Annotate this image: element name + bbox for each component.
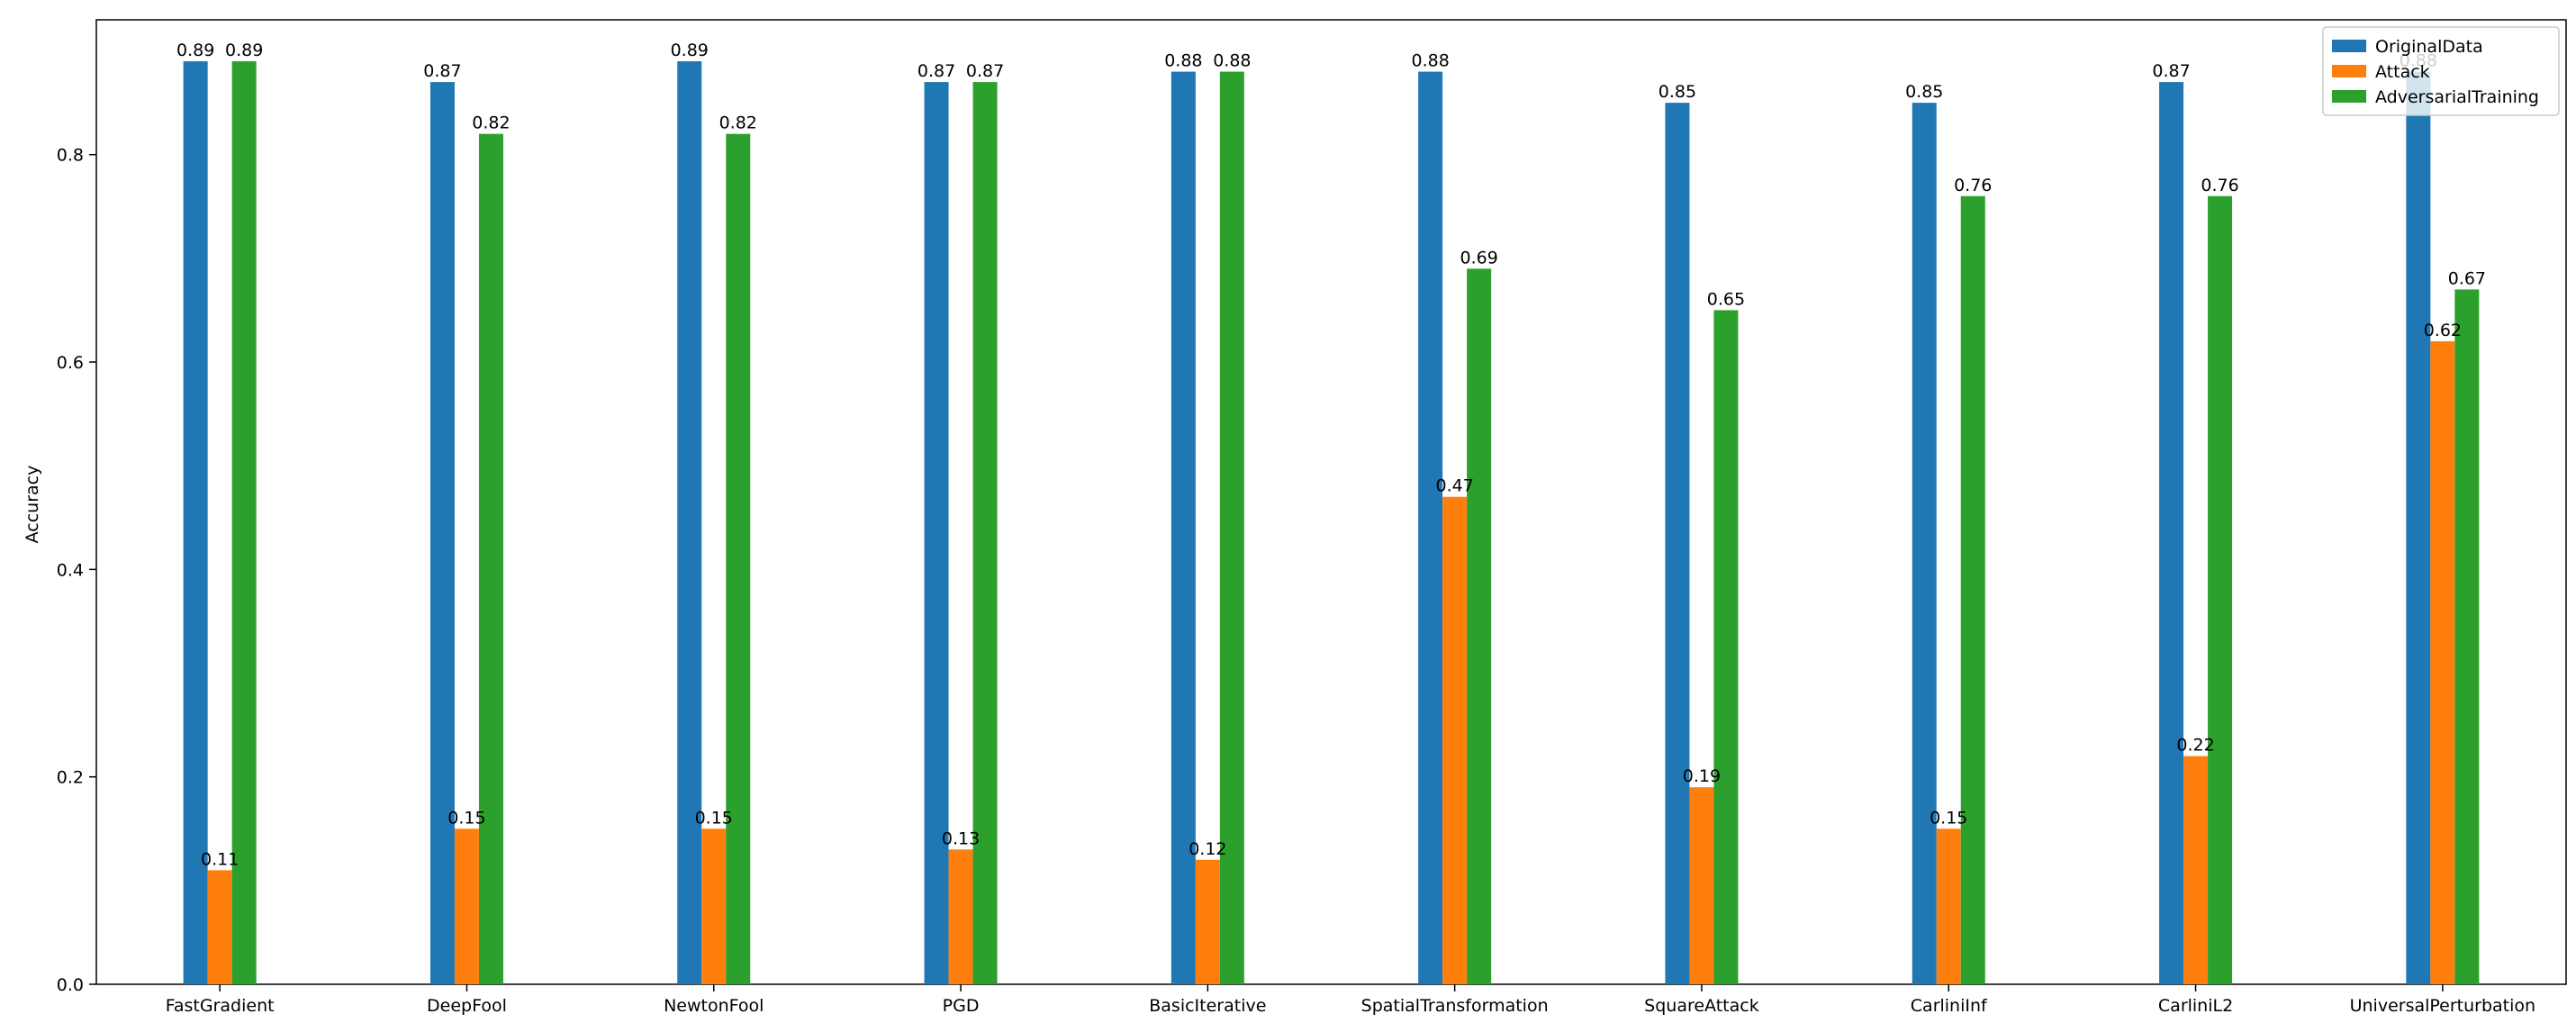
data-label-attack: 0.47 — [1435, 476, 1473, 496]
bar-originaldata-spatialtransformation — [1418, 71, 1443, 985]
legend-label-attack: Attack — [2375, 62, 2430, 82]
data-label-originaldata: 0.89 — [671, 41, 709, 60]
data-label-originaldata: 0.87 — [2152, 61, 2190, 81]
data-label-adversarialtraining: 0.89 — [225, 41, 263, 60]
data-label-attack: 0.12 — [1189, 839, 1226, 859]
legend-label-originaldata: OriginalData — [2375, 37, 2483, 57]
bar-originaldata-universalperturbation — [2406, 71, 2431, 985]
bar-originaldata-squareattack — [1665, 103, 1690, 985]
data-label-adversarialtraining: 0.88 — [1213, 51, 1251, 71]
y-tick-label: 0.2 — [57, 768, 84, 788]
x-tick-label: UniversalPerturbation — [2350, 996, 2535, 1016]
bar-adversarialtraining-universalperturbation — [2454, 289, 2480, 985]
data-label-attack: 0.22 — [2176, 736, 2214, 756]
bar-originaldata-carliniinf — [1912, 103, 1937, 985]
y-tick-label: 0.6 — [57, 353, 84, 373]
bar-originaldata-basiciterative — [1170, 71, 1196, 985]
plot-frame — [95, 19, 2567, 985]
bar-attack-spatialtransformation — [1442, 496, 1468, 984]
x-tick-label: CarliniInf — [1911, 996, 1988, 1016]
x-tick-label: CarliniL2 — [2158, 996, 2233, 1016]
data-label-attack: 0.19 — [1683, 766, 1721, 786]
x-tick-label: SpatialTransformation — [1361, 996, 1549, 1016]
bar-adversarialtraining-pgd — [972, 82, 998, 984]
data-label-originaldata: 0.87 — [423, 61, 461, 81]
data-label-adversarialtraining: 0.67 — [2448, 268, 2486, 288]
data-label-adversarialtraining: 0.76 — [2201, 176, 2238, 195]
bar-adversarialtraining-squareattack — [1713, 310, 1739, 984]
bar-adversarialtraining-spatialtransformation — [1467, 268, 1492, 984]
x-tick-label: SquareAttack — [1644, 996, 1759, 1016]
legend-box — [2322, 26, 2560, 116]
legend: OriginalData Attack AdversarialTraining — [2322, 26, 2560, 116]
bar-attack-pgd — [948, 849, 973, 984]
data-label-originaldata: 0.89 — [176, 41, 214, 60]
bar-attack-squareattack — [1689, 787, 1714, 984]
data-label-originaldata: 0.88 — [1164, 51, 1202, 71]
data-label-originaldata: 0.88 — [1411, 51, 1449, 71]
bars — [183, 61, 2480, 985]
bar-attack-carliniinf — [1936, 828, 1961, 984]
bar-originaldata-carlinil2 — [2159, 82, 2184, 984]
bar-attack-universalperturbation — [2430, 341, 2455, 984]
data-label-attack: 0.62 — [2424, 321, 2462, 340]
x-axis: FastGradient DeepFool NewtonFool PGD BasicIt… — [166, 984, 2535, 1016]
data-label-attack: 0.15 — [1930, 808, 1967, 828]
bar-attack-fastgradient — [207, 870, 232, 984]
bar-attack-basiciterative — [1195, 859, 1220, 984]
data-label-adversarialtraining: 0.76 — [1954, 176, 1992, 195]
bar-adversarialtraining-carliniinf — [1960, 195, 1985, 985]
x-tick-label: NewtonFool — [664, 996, 764, 1016]
bar-adversarialtraining-carlinil2 — [2208, 195, 2233, 985]
bar-adversarialtraining-newtonfool — [726, 133, 751, 984]
legend-swatch-attack — [2332, 65, 2366, 77]
legend-label-adversarialtraining: AdversarialTraining — [2375, 87, 2539, 107]
y-tick-label: 0.4 — [57, 560, 84, 580]
data-label-adversarialtraining: 0.69 — [1460, 248, 1497, 267]
legend-swatch-originaldata — [2332, 40, 2366, 52]
bar-originaldata-deepfool — [429, 82, 455, 984]
bar-adversarialtraining-deepfool — [478, 133, 503, 984]
y-tick-label: 0.8 — [57, 146, 84, 166]
bar-attack-carlinil2 — [2183, 756, 2209, 984]
data-label-attack: 0.15 — [695, 808, 733, 828]
data-label-attack: 0.11 — [201, 849, 239, 869]
data-label-originaldata: 0.85 — [1905, 82, 1943, 102]
x-tick-label: PGD — [943, 996, 980, 1016]
plot-area — [95, 19, 2567, 985]
x-tick-label: BasicIterative — [1149, 996, 1266, 1016]
data-label-adversarialtraining: 0.87 — [966, 61, 1004, 81]
bar-adversarialtraining-fastgradient — [231, 61, 257, 985]
y-axis-title: Accuracy — [23, 466, 42, 544]
data-label-attack: 0.13 — [942, 828, 980, 848]
data-label-adversarialtraining: 0.65 — [1707, 289, 1745, 309]
bar-originaldata-newtonfool — [677, 61, 702, 985]
y-axis: 0.0 0.2 0.4 0.6 0.8 — [57, 146, 96, 995]
data-label-originaldata: 0.85 — [1659, 82, 1696, 102]
data-labels: 0.89 0.87 0.89 0.87 0.88 0.88 0.85 0.85 0.87 0.88… — [176, 41, 2486, 869]
legend-swatch-adversarialtraining — [2332, 90, 2366, 103]
data-label-attack: 0.15 — [447, 808, 485, 828]
bar-originaldata-fastgradient — [183, 61, 208, 985]
bar-originaldata-pgd — [924, 82, 949, 984]
bar-adversarialtraining-basiciterative — [1219, 71, 1244, 985]
data-label-adversarialtraining: 0.82 — [719, 113, 757, 133]
x-tick-label: FastGradient — [166, 996, 275, 1016]
x-tick-label: DeepFool — [427, 996, 507, 1016]
data-label-originaldata: 0.87 — [917, 61, 955, 81]
data-label-adversarialtraining: 0.82 — [472, 113, 510, 133]
bar-attack-deepfool — [454, 828, 479, 984]
bar-attack-newtonfool — [701, 828, 727, 984]
y-tick-label: 0.0 — [57, 975, 84, 995]
